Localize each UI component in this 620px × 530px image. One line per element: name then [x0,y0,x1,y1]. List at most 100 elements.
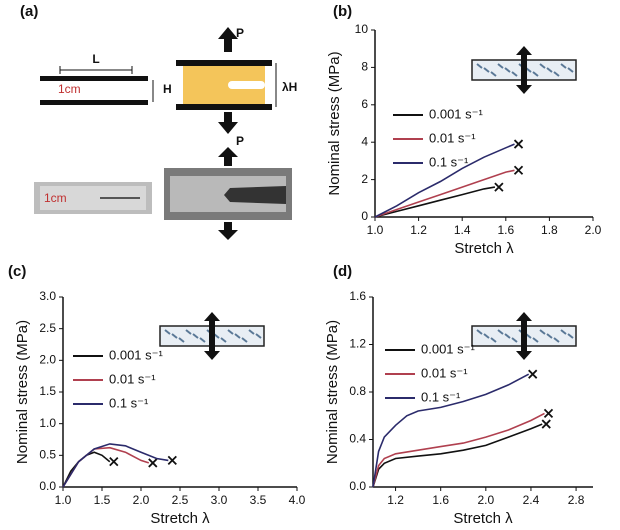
failure-marker [167,455,177,466]
clamp [176,60,272,66]
inset-arrow [204,312,220,360]
y-axis-label: Nominal stress (MPa) [14,320,31,464]
y-axis-label: Nominal stress (MPa) [324,320,341,464]
x-tick-label: 1.2 [410,223,427,237]
y-tick-label: 2 [361,172,368,186]
inset-fiber [553,337,560,343]
notch [224,186,286,204]
x-tick-label: 1.4 [454,223,471,237]
inset-fiber [185,329,192,335]
y-tick-label: 3.0 [39,289,56,303]
x-tick-label: 1.2 [387,493,404,507]
y-tick-label: 0.0 [39,479,56,493]
y-tick-label: 4 [361,134,368,148]
x-tick-label: 2.0 [477,493,494,507]
inset-fiber [504,333,511,339]
inset-fiber [483,67,490,73]
x-tick-label: 2.8 [568,493,585,507]
x-tick-label: 1.5 [94,493,111,507]
series-line [374,186,496,218]
inset-fiber [560,329,567,335]
dimension-label: H [163,82,172,96]
inset-fiber [532,337,539,343]
y-axis-label: Nominal stress (MPa) [326,51,343,195]
inset-fiber [511,337,518,343]
inset-fiber [483,333,490,339]
inset-fiber [171,333,178,339]
inset-fiber [546,333,553,339]
inset-fiber [553,71,560,77]
inset-fiber [241,337,248,343]
legend-label: 0.001 s⁻¹ [421,341,476,356]
series-line [62,451,111,488]
clamp [40,76,148,81]
inset-fiber [567,333,574,339]
panel-label: (d) [333,263,352,280]
x-tick-label: 1.6 [497,223,514,237]
y-tick-label: 8 [361,60,368,74]
scale-label: 1cm [58,82,81,96]
legend-label: 0.001 s⁻¹ [429,106,484,121]
y-tick-label: 0.4 [349,432,366,446]
x-tick-label: 1.8 [541,223,558,237]
clamp [40,100,148,105]
series-line [372,423,543,488]
series-line [62,443,169,488]
y-tick-label: 1.6 [349,289,366,303]
failure-marker [109,457,119,467]
arrow [218,27,238,52]
inset-fiber [192,333,199,339]
x-tick-label: 1.0 [55,493,72,507]
dimension-label: L [92,52,99,66]
inset-fiber [248,329,255,335]
inset-fiber [560,63,567,69]
x-tick-label: 2.4 [523,493,540,507]
failure-marker [513,165,524,175]
inset-fiber [220,337,227,343]
inset-fiber [227,329,234,335]
x-tick-label: 1.0 [367,223,384,237]
arrow [218,147,238,166]
load-label: P [236,134,244,148]
dimension-label: λH [282,80,297,94]
inset-fiber [539,63,546,69]
x-tick-label: 2.0 [585,223,602,237]
x-tick-label: 4.0 [289,493,306,507]
x-axis-label: Stretch λ [453,510,513,527]
series-line [372,412,545,488]
inset-fiber [199,337,206,343]
legend-label: 0.1 s⁻¹ [421,389,461,404]
failure-marker [148,458,158,468]
inset-fiber [490,71,497,77]
y-tick-label: 10 [355,22,369,36]
series-line [374,169,515,218]
legend-label: 0.01 s⁻¹ [421,365,468,380]
inset-fiber [178,337,185,343]
specimen-diagram: (a) L 1cm H λH P P 1cm [20,3,297,240]
inset-fiber [234,333,241,339]
x-axis-label: Stretch λ [150,510,210,527]
legend-label: 0.1 s⁻¹ [429,154,469,169]
inset-arrow [516,46,532,94]
series-line [374,143,515,218]
inset-fiber [504,67,511,73]
x-axis-label: Stretch λ [454,240,514,257]
arrow [218,112,238,134]
series-line [372,373,530,488]
y-tick-label: 1.2 [349,337,366,351]
legend-label: 0.001 s⁻¹ [109,347,164,362]
x-tick-label: 2.0 [133,493,150,507]
inset-fiber [539,329,546,335]
inset-fiber [476,329,483,335]
notch [228,81,265,89]
y-tick-label: 0.8 [349,384,366,398]
panel-label: (a) [20,3,38,20]
inset-fiber [546,67,553,73]
inset-fiber [497,329,504,335]
inset-arrow [516,312,532,360]
failure-marker [528,369,538,379]
load-label: P [236,26,244,40]
inset-fiber [476,63,483,69]
inset-fiber [511,71,518,77]
